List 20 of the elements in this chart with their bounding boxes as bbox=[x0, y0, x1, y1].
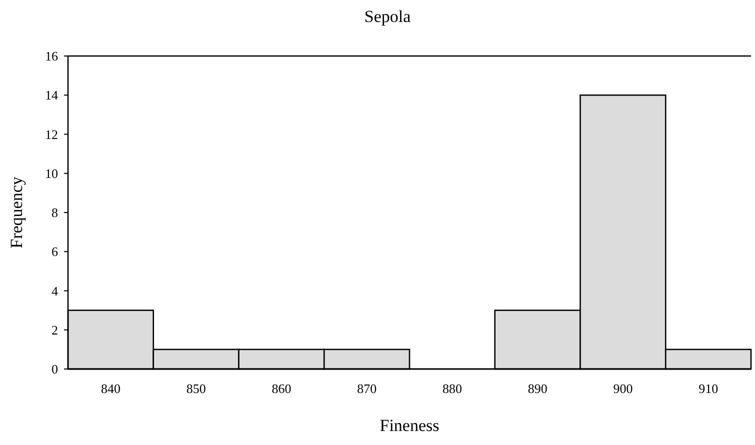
x-tick-label: 880 bbox=[442, 381, 462, 396]
x-tick-label: 860 bbox=[272, 381, 292, 396]
x-axis-title: Fineness bbox=[380, 416, 440, 435]
chart-title: Sepola bbox=[364, 7, 412, 26]
y-tick-label: 8 bbox=[52, 205, 58, 220]
x-tick-label: 890 bbox=[528, 381, 548, 396]
y-tick-label: 4 bbox=[52, 283, 58, 298]
y-tick-label: 2 bbox=[52, 322, 58, 338]
y-tick-label: 16 bbox=[45, 48, 58, 64]
x-tick-label: 900 bbox=[613, 381, 633, 396]
y-tick-label: 6 bbox=[52, 244, 58, 260]
y-axis-title: Frequency bbox=[7, 176, 26, 248]
x-tick-label: 850 bbox=[186, 381, 206, 396]
y-tick-label: 14 bbox=[45, 88, 58, 103]
y-tick-label: 12 bbox=[45, 126, 58, 142]
x-tick-label: 870 bbox=[357, 381, 377, 396]
x-tick-label: 840 bbox=[100, 381, 120, 396]
x-tick-label: 910 bbox=[698, 381, 718, 396]
y-tick-label: 10 bbox=[45, 166, 58, 181]
y-tick-label: 0 bbox=[52, 362, 58, 377]
